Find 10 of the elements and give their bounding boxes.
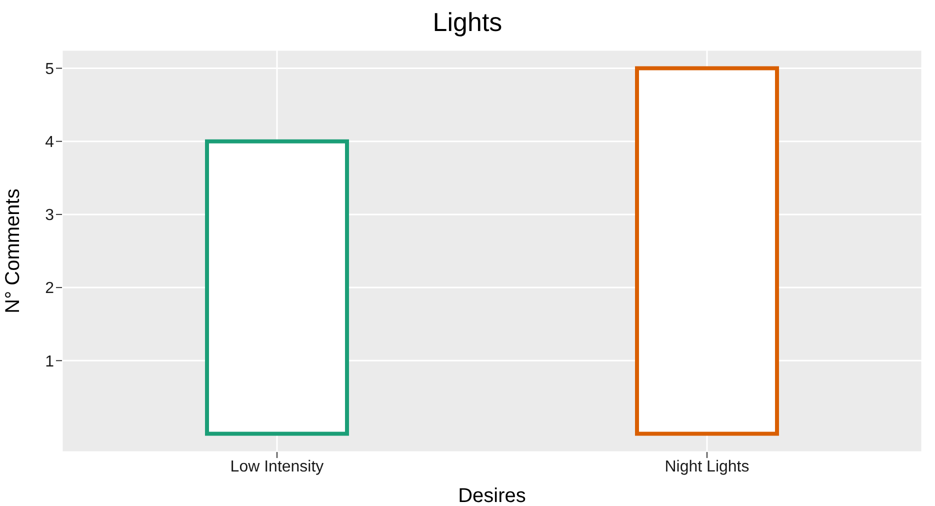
chart-title: Lights	[432, 6, 504, 39]
y-tick-label: 2	[45, 280, 54, 298]
x-axis-title: Desires	[458, 485, 526, 506]
y-tick-label: 3	[45, 207, 54, 224]
y-tick-label: 4	[45, 134, 54, 152]
x-tick-label: Low Intensity	[230, 458, 324, 476]
x-tick-label: Night Lights	[664, 458, 750, 476]
y-axis-title: N° Comments	[2, 188, 24, 314]
y-tick-label: 1	[45, 353, 54, 370]
y-tick-label: 5	[45, 60, 54, 78]
